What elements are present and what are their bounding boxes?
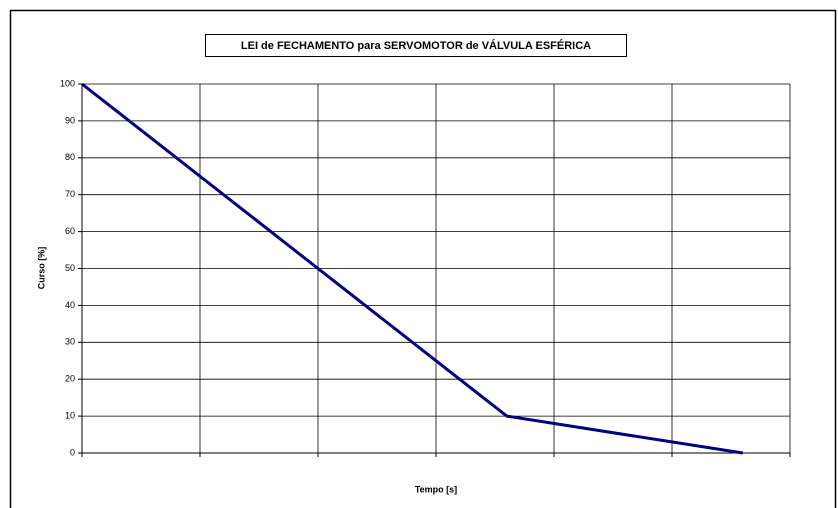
title-box [205, 34, 627, 57]
chart-title: LEI de FECHAMENTO para SERVOMOTOR de VÁL… [241, 39, 591, 52]
y-tick-label: 90 [65, 115, 75, 125]
x-axis-label: Tempo [s] [415, 484, 457, 494]
y-axis-label: Curso [%] [36, 247, 46, 290]
y-tick-label: 70 [65, 189, 75, 199]
y-tick-label: 60 [65, 226, 75, 236]
data-line [81, 82, 744, 455]
y-tick-label: 10 [65, 410, 75, 420]
y-tick-label: 80 [65, 152, 75, 162]
chart-frame [9, 9, 837, 508]
y-tick-label: 20 [65, 374, 75, 384]
y-tick-label: 0 [70, 447, 75, 457]
y-tick-label: 100 [60, 78, 75, 88]
y-tick-label: 30 [65, 337, 75, 347]
y-tick-label: 50 [65, 263, 75, 273]
y-tick-label: 40 [65, 300, 75, 310]
